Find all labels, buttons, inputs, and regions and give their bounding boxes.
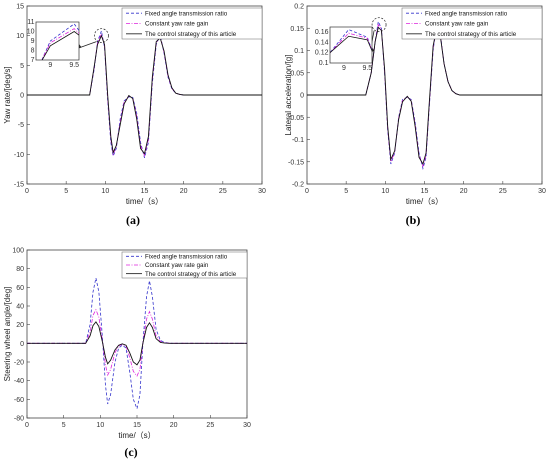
legend-box: [401, 7, 543, 40]
inset-y-tick-label: 0.14: [315, 39, 329, 46]
y-tick-label: 0: [20, 93, 24, 100]
inset-x-tick-label: 9: [48, 62, 52, 69]
x-tick-label: 25: [499, 188, 507, 195]
y-tick-label: 60: [16, 285, 24, 292]
panel-caption: (b): [406, 213, 421, 227]
legend-entry: Constant yaw rate gain: [145, 21, 209, 28]
x-tick-label: 10: [96, 422, 104, 429]
x-tick-label: 5: [64, 188, 68, 195]
legend-box: [121, 251, 248, 279]
legend-entry: Fixed angle transmission ratio: [425, 10, 508, 17]
y-axis-label: Steering wheel angle/[deg]: [3, 287, 12, 382]
zoom-focus-circle: [94, 28, 109, 44]
x-tick-label: 25: [206, 422, 214, 429]
inset-series-line-1: [330, 29, 372, 54]
inset-x-tick-label: 9.5: [362, 65, 372, 72]
y-tick-label: -15: [14, 182, 24, 189]
legend-entry: The control strategy of this article: [145, 271, 237, 278]
y-tick-label: -80: [14, 416, 24, 423]
legend-box: [121, 7, 263, 40]
inset-y-tick-label: 7: [31, 57, 35, 64]
x-tick-label: 30: [243, 422, 251, 429]
y-tick-label: 0.05: [290, 70, 304, 77]
y-tick-label: 15: [16, 4, 24, 11]
legend-entry: The control strategy of this article: [425, 31, 517, 38]
chart-panels: 0 5 10 15 20 25 30 -15 -10 -5 0 5 10 15 time/（s） Yaw ra…: [3, 4, 546, 460]
y-axis-label: Lateral acceleration/[g]: [284, 55, 293, 136]
y-axis-label: Yaw rate/[deg/s]: [3, 66, 12, 123]
chart-1: 0 5 10 15 20 25 30 -15 -10 -5 0 5 10 15 time/（s） Yaw ra…: [3, 4, 266, 228]
panel-caption: (a): [126, 213, 140, 227]
y-tick-label: -0.05: [288, 115, 304, 122]
x-tick-label: 15: [141, 188, 149, 195]
legend-entry: Constant yaw rate gain: [425, 21, 489, 28]
x-tick-label: 15: [421, 188, 429, 195]
x-tick-label: 20: [460, 188, 468, 195]
x-tick-label: 5: [62, 422, 66, 429]
chart-3: 0 5 10 15 20 25 30 -80 -60 -40 -20 0 20 40 60 80 100 time…: [3, 248, 251, 460]
inset-x-tick-label: 9: [342, 65, 346, 72]
x-tick-label: 20: [170, 422, 178, 429]
y-tick-label: 0.2: [294, 4, 304, 11]
inset-x-tick-label: 9.5: [69, 62, 79, 69]
panel-caption: (c): [124, 445, 137, 459]
series-line-3: [307, 24, 542, 166]
x-axis-label: time/（s）: [118, 431, 155, 440]
inset-y-tick-label: 0.1: [319, 60, 329, 67]
inset-series-line-2: [330, 32, 372, 54]
inset-series-line-3: [330, 35, 372, 54]
x-axis-label: time/（s）: [406, 197, 443, 206]
x-tick-label: 0: [25, 188, 29, 195]
y-tick-label: 100: [12, 248, 24, 255]
y-tick-label: -5: [18, 122, 24, 129]
legend-entry: The control strategy of this article: [145, 31, 237, 38]
inset-frame: [35, 21, 80, 61]
y-tick-label: -0.1: [292, 137, 304, 144]
inset-frame: [329, 26, 373, 64]
x-tick-label: 0: [305, 188, 309, 195]
x-tick-label: 5: [344, 188, 348, 195]
y-tick-label: 0.15: [290, 26, 304, 33]
y-tick-label: 40: [16, 304, 24, 311]
y-tick-label: -10: [14, 152, 24, 159]
inset-y-tick-label: 0.12: [315, 50, 329, 57]
inset-y-tick-label: 0.16: [315, 29, 329, 36]
inset-y-tick-label: 9: [31, 38, 35, 45]
series-line-2: [27, 308, 247, 377]
series-line-2: [307, 23, 542, 168]
inset-y-tick-label: 10: [27, 29, 35, 36]
inset-y-tick-label: 11: [27, 19, 34, 26]
x-tick-label: 0: [25, 422, 29, 429]
inset-y-tick-label: 8: [31, 48, 35, 55]
x-tick-label: 20: [180, 188, 188, 195]
x-tick-label: 10: [381, 188, 389, 195]
y-tick-label: -60: [14, 397, 24, 404]
y-tick-label: -0.15: [288, 159, 304, 166]
y-tick-label: 0: [20, 341, 24, 348]
y-tick-label: 10: [16, 33, 24, 40]
y-tick-label: -40: [14, 378, 24, 385]
series-line-3: [27, 321, 247, 366]
y-tick-label: 5: [20, 63, 24, 70]
y-tick-label: 0.1: [294, 48, 304, 55]
y-tick-label: 80: [16, 266, 24, 273]
zoom-focus-circle: [371, 17, 387, 33]
series-line-1: [27, 277, 247, 411]
legend-entry: Fixed angle transmission ratio: [145, 10, 228, 17]
y-tick-label: 20: [16, 322, 24, 329]
legend-entry: Fixed angle transmission ratio: [145, 254, 228, 261]
x-tick-label: 30: [258, 188, 266, 195]
x-tick-label: 15: [133, 422, 141, 429]
series-line-3: [27, 34, 262, 155]
x-tick-label: 10: [101, 188, 109, 195]
chart-2: 0 5 10 15 20 25 30 -0.2 -0.15 -0.1 -0.05 0 0.05 0.1 0.…: [284, 4, 546, 228]
legend-entry: Constant yaw rate gain: [145, 262, 209, 269]
y-tick-label: -20: [14, 360, 24, 367]
x-tick-label: 30: [538, 188, 546, 195]
y-tick-label: 0: [300, 93, 304, 100]
x-axis-label: time/（s）: [126, 197, 163, 206]
x-tick-label: 25: [219, 188, 227, 195]
y-tick-label: -0.2: [292, 182, 304, 189]
